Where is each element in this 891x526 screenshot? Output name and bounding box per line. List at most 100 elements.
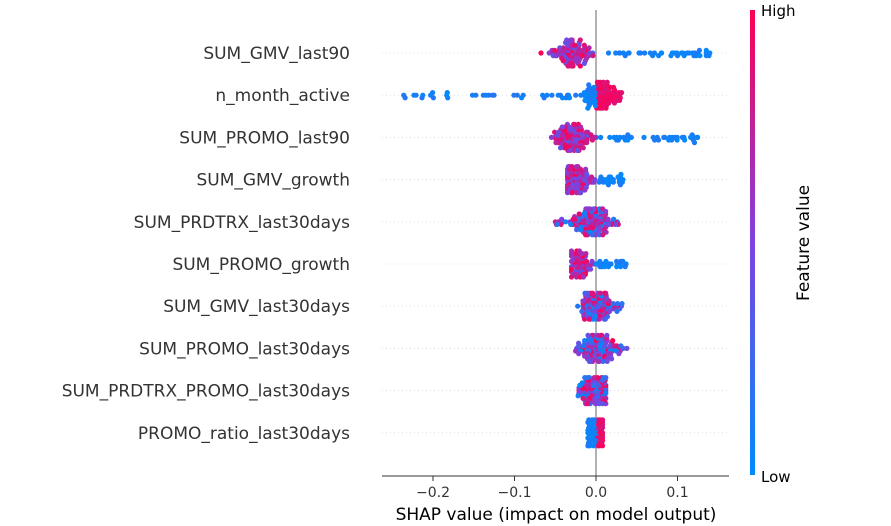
shap-dot (548, 134, 555, 140)
shap-dot (610, 179, 617, 185)
shap-dot (554, 221, 560, 227)
shap-dot (610, 301, 616, 307)
shap-dot (591, 443, 597, 449)
shap-dot (554, 53, 560, 59)
shap-dot (592, 134, 598, 140)
shap-dot (696, 47, 703, 54)
shap-dot (585, 332, 591, 338)
shap-dots (401, 37, 713, 449)
shap-dot (617, 182, 624, 188)
shap-dot (581, 42, 587, 48)
shap-dot (618, 343, 624, 349)
shap-dot (600, 232, 606, 238)
shap-dot (584, 375, 591, 381)
shap-dot (590, 290, 596, 296)
shap-dot (559, 95, 566, 101)
shap-dot (586, 316, 592, 322)
shap-dot (568, 274, 575, 280)
shap-dot (619, 301, 625, 307)
shap-dot (568, 63, 574, 69)
x-axis-title: SHAP value (impact on model output) (396, 505, 717, 525)
shap-dot (606, 308, 613, 314)
shap-dot (553, 140, 559, 146)
shap-dot (591, 206, 597, 212)
shap-dot (574, 190, 580, 196)
shap-dot (598, 174, 604, 180)
shap-dot (642, 50, 648, 56)
shap-dot (641, 134, 647, 140)
shap-dot (557, 145, 564, 151)
shap-dot (568, 248, 575, 254)
shap-dot (483, 92, 489, 98)
feature-label: SUM_PRDTRX_last30days (134, 213, 350, 233)
shap-dot (580, 395, 586, 401)
shap-dot (580, 274, 587, 280)
feature-label: SUM_PRDTRX_PROMO_last30days (62, 382, 350, 402)
shap-dot (682, 137, 688, 143)
shap-dot (587, 443, 593, 449)
shap-dot (469, 92, 476, 98)
shap-dot (491, 92, 497, 98)
feature-label: SUM_PROMO_growth (172, 255, 350, 275)
shap-dot (597, 290, 603, 296)
shap-dot (552, 129, 558, 135)
shap-dot (588, 174, 595, 180)
shap-dot (592, 401, 599, 407)
shap-dot (571, 121, 578, 127)
shap-dot (614, 258, 620, 264)
shap-dot (402, 95, 408, 101)
shap-dot (583, 232, 589, 238)
feature-label: SUM_PROMO_last90 (179, 128, 350, 148)
shap-dot (602, 316, 608, 322)
shap-dot (511, 92, 517, 98)
shap-dot (605, 351, 611, 357)
shap-dot (583, 55, 590, 61)
shap-dot (589, 417, 595, 423)
colorbar-low-label: Low (761, 468, 791, 486)
shap-dot (561, 145, 568, 151)
shap-dot (589, 232, 595, 238)
shap-dot (597, 443, 603, 449)
shap-dot (575, 393, 581, 399)
shap-dot (586, 358, 593, 364)
shap-dot (580, 343, 586, 349)
shap-dot (584, 171, 590, 177)
row-grid-lines (382, 52, 729, 434)
shap-dot (564, 37, 570, 43)
shap-dot (684, 50, 690, 56)
shap-dot (419, 95, 425, 101)
shap-dot (656, 53, 662, 59)
shap-dot (694, 134, 700, 140)
shap-dot (587, 206, 593, 212)
shap-dot (607, 343, 614, 349)
shap-dot (661, 134, 667, 140)
x-tick-label: 0.0 (585, 485, 607, 501)
shap-dot (570, 216, 576, 222)
shap-dot (650, 53, 656, 59)
shap-dot (574, 147, 581, 153)
shap-dot (603, 258, 609, 264)
shap-dot (541, 95, 547, 101)
shap-dot (445, 95, 451, 101)
shap-dot (579, 308, 585, 314)
shap-dot (577, 37, 583, 43)
shap-dot (573, 164, 580, 170)
shap-dot (614, 301, 621, 307)
shap-dot (600, 401, 606, 407)
shap-dot (611, 84, 617, 90)
shap-dot (616, 351, 622, 357)
shap-dot (519, 95, 525, 101)
shap-dot (583, 258, 590, 264)
shap-dot (591, 375, 597, 381)
shap-dot (559, 216, 565, 222)
shap-dot (610, 338, 616, 344)
shap-dot (622, 264, 628, 270)
shap-dot (605, 216, 611, 222)
shap-dot (584, 401, 591, 407)
shap-dot (578, 227, 584, 233)
shap-dot (691, 140, 698, 146)
shap-dot (655, 137, 662, 143)
shap-dot (607, 84, 613, 90)
shap-dot (430, 90, 436, 96)
